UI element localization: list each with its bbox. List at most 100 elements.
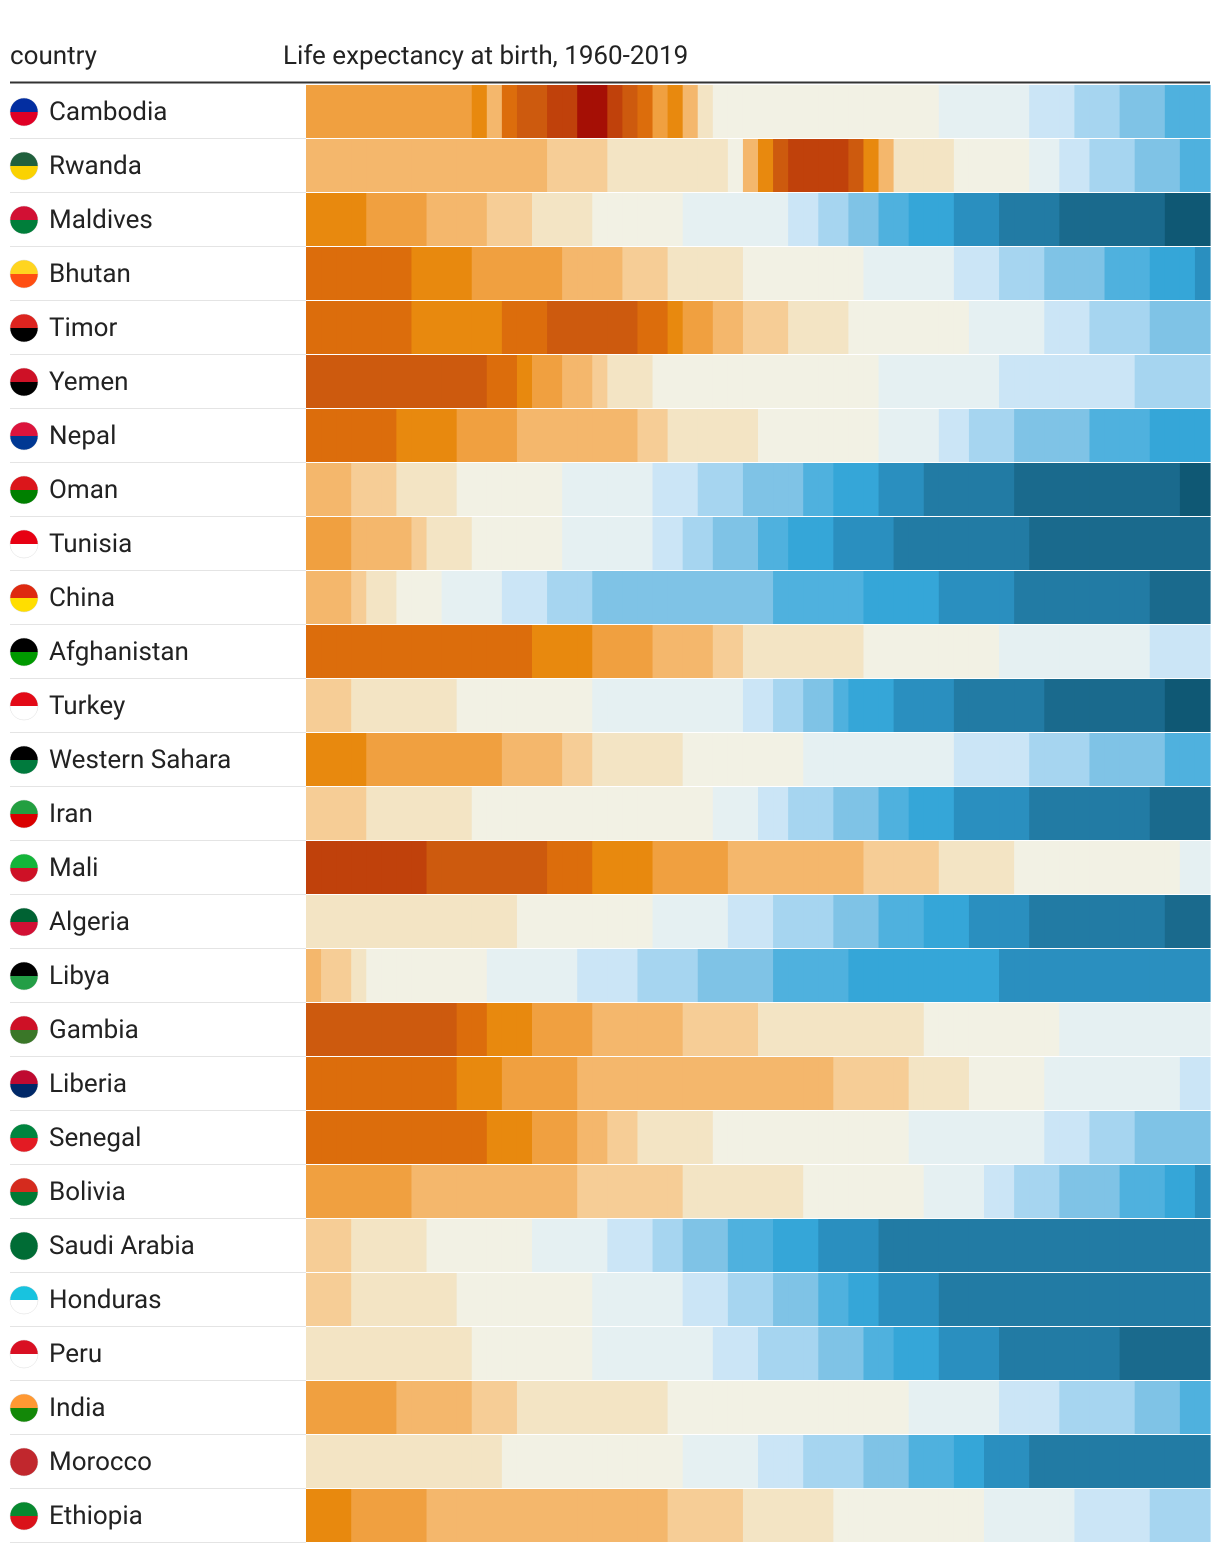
stripe-cell <box>501 1381 518 1434</box>
stripe-cell <box>863 1381 880 1434</box>
stripe-cell <box>426 247 443 300</box>
stripe-cell <box>1044 1489 1060 1542</box>
stripe-cell <box>712 1165 729 1218</box>
stripe-cell <box>1044 139 1060 192</box>
stripe-cell <box>562 409 578 462</box>
stripe-cell <box>516 1273 533 1326</box>
stripe-cell <box>893 463 910 516</box>
stripe-cell <box>984 247 1000 300</box>
stripe-cell <box>637 733 654 786</box>
stripe-cell <box>1194 1327 1211 1380</box>
stripe-cell <box>336 409 352 462</box>
stripe-cell <box>501 247 518 300</box>
stripe-cell <box>833 895 849 948</box>
stripe-cell <box>426 85 443 138</box>
stripe-cell <box>562 247 578 300</box>
stripe-cell <box>351 787 367 840</box>
stripe-cell <box>411 1111 428 1164</box>
stripe-cell <box>1089 1327 1106 1380</box>
stripe-cell <box>1074 517 1091 570</box>
stripe-cell <box>742 787 759 840</box>
stripe-cell <box>1134 1003 1151 1056</box>
stripe-cell <box>788 949 804 1002</box>
stripe-cell <box>1089 517 1106 570</box>
stripe-cell <box>923 571 940 624</box>
stripe-cell <box>426 625 443 678</box>
stripe-cell <box>652 1435 669 1488</box>
stripe-cell <box>803 355 819 408</box>
stripe-cell <box>607 1273 623 1326</box>
stripe-cell <box>516 679 533 732</box>
stripe-cell <box>471 193 488 246</box>
stripe-cell <box>953 301 970 354</box>
stripe-cell <box>878 1111 895 1164</box>
flag-icon <box>9 1177 39 1207</box>
stripe-cell <box>953 1165 970 1218</box>
stripe-cell <box>908 463 925 516</box>
stripe-cell <box>547 1327 563 1380</box>
stripe-cell <box>682 1381 699 1434</box>
stripe-cell <box>532 787 548 840</box>
stripe-cell <box>336 625 352 678</box>
flag-icon <box>9 961 39 991</box>
stripe-cell <box>1179 1057 1196 1110</box>
stripe-cell <box>999 571 1015 624</box>
stripe-cell <box>1104 193 1121 246</box>
stripe-cell <box>863 193 880 246</box>
country-name: Rwanda <box>49 151 142 181</box>
stripe-cell <box>893 1057 910 1110</box>
stripe-cell <box>1089 1219 1106 1272</box>
stripe-cell <box>803 517 819 570</box>
stripe-cell <box>818 1057 834 1110</box>
stripe-cell <box>1164 949 1181 1002</box>
stripe-cell <box>426 139 443 192</box>
stripe-cell <box>366 1327 382 1380</box>
stripe-cell <box>532 1327 548 1380</box>
flag-icon <box>9 475 39 505</box>
stripe-cell <box>441 409 458 462</box>
stripe-cell <box>968 1381 985 1434</box>
stripe-cell <box>878 679 895 732</box>
stripe-cell <box>652 1381 669 1434</box>
stripe-cell <box>968 1057 985 1110</box>
stripe-cell <box>306 895 322 948</box>
stripe-cell <box>366 571 382 624</box>
stripe-cell <box>984 841 1000 894</box>
stripe-cell <box>1149 247 1166 300</box>
stripe-cell <box>607 1435 623 1488</box>
stripe-cell <box>366 1111 382 1164</box>
stripe-cell <box>773 895 789 948</box>
stripe-cell <box>351 1111 367 1164</box>
stripe-cell <box>622 1219 639 1272</box>
stripe-cell <box>727 517 744 570</box>
stripe-cell <box>547 193 563 246</box>
stripe-cell <box>471 463 488 516</box>
stripe-cell <box>1074 139 1091 192</box>
stripe-cell <box>712 787 729 840</box>
stripe-cell <box>441 1003 458 1056</box>
stripe-cell <box>1149 301 1166 354</box>
stripe-cell <box>833 625 849 678</box>
stripe-cell <box>788 139 804 192</box>
stripe-cell <box>938 733 955 786</box>
stripe-cell <box>321 1111 337 1164</box>
stripe-cell <box>727 625 744 678</box>
stripe-cell <box>773 733 789 786</box>
stripe-cell <box>547 301 563 354</box>
stripe-cell <box>351 1489 367 1542</box>
stripe-cell <box>456 463 473 516</box>
stripe-cell <box>486 1003 503 1056</box>
stripe-cell <box>999 247 1015 300</box>
country-name: Algeria <box>49 907 130 937</box>
stripe-cell <box>1119 787 1136 840</box>
stripe-cell <box>1179 787 1196 840</box>
stripe-cell <box>366 733 382 786</box>
stripe-cell <box>1119 1435 1136 1488</box>
stripe-cell <box>1194 733 1211 786</box>
stripe-cell <box>803 787 819 840</box>
stripe-cell <box>803 1381 819 1434</box>
stripe-cell <box>516 1057 533 1110</box>
stripe-cell <box>652 193 669 246</box>
stripe-cell <box>697 1489 714 1542</box>
stripe-cell <box>426 733 443 786</box>
